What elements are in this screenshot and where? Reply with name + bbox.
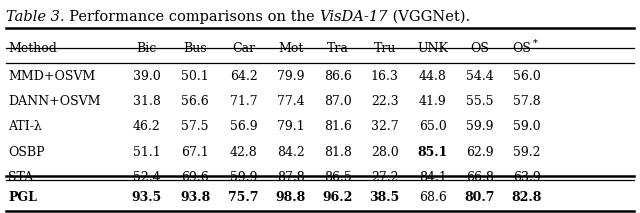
Text: 85.1: 85.1: [417, 145, 448, 159]
Text: 56.9: 56.9: [230, 120, 257, 134]
Text: OS: OS: [512, 42, 531, 56]
Text: 59.9: 59.9: [230, 171, 257, 184]
Text: 81.6: 81.6: [324, 120, 351, 134]
Text: 41.9: 41.9: [419, 95, 447, 108]
Text: Bus: Bus: [184, 42, 207, 56]
Text: Bic: Bic: [137, 42, 157, 56]
Text: 67.1: 67.1: [181, 145, 209, 159]
Text: 93.5: 93.5: [132, 190, 162, 204]
Text: 77.4: 77.4: [277, 95, 305, 108]
Text: 86.6: 86.6: [324, 70, 351, 83]
Text: 57.5: 57.5: [182, 120, 209, 134]
Text: 68.6: 68.6: [419, 190, 447, 204]
Text: Car: Car: [232, 42, 255, 56]
Text: 98.8: 98.8: [276, 190, 306, 204]
Text: 86.5: 86.5: [324, 171, 351, 184]
Text: 69.6: 69.6: [181, 171, 209, 184]
Text: Table 3: Table 3: [6, 10, 60, 24]
Text: 66.8: 66.8: [466, 171, 494, 184]
Text: 79.9: 79.9: [277, 70, 305, 83]
Text: 59.2: 59.2: [513, 145, 540, 159]
Text: VisDA-17: VisDA-17: [319, 10, 388, 24]
Text: Mot: Mot: [278, 42, 303, 56]
Text: 59.0: 59.0: [513, 120, 541, 134]
Text: UNK: UNK: [417, 42, 448, 56]
Text: 39.0: 39.0: [133, 70, 161, 83]
Text: 55.5: 55.5: [467, 95, 493, 108]
Text: 31.8: 31.8: [133, 95, 161, 108]
Text: 80.7: 80.7: [465, 190, 495, 204]
Text: 71.7: 71.7: [230, 95, 257, 108]
Text: 64.2: 64.2: [230, 70, 257, 83]
Text: OS: OS: [470, 42, 490, 56]
Text: 51.1: 51.1: [133, 145, 161, 159]
Text: 22.3: 22.3: [371, 95, 399, 108]
Text: 46.2: 46.2: [133, 120, 161, 134]
Text: 62.9: 62.9: [466, 145, 494, 159]
Text: Tra: Tra: [326, 42, 349, 56]
Text: DANN+OSVM: DANN+OSVM: [8, 95, 101, 108]
Text: Tru: Tru: [374, 42, 396, 56]
Text: 96.2: 96.2: [323, 190, 353, 204]
Text: 16.3: 16.3: [371, 70, 399, 83]
Text: *: *: [532, 39, 538, 48]
Text: 50.1: 50.1: [181, 70, 209, 83]
Text: 57.8: 57.8: [513, 95, 541, 108]
Text: 65.0: 65.0: [419, 120, 447, 134]
Text: 32.7: 32.7: [371, 120, 399, 134]
Text: 59.9: 59.9: [467, 120, 493, 134]
Text: 27.2: 27.2: [371, 171, 398, 184]
Text: 93.8: 93.8: [180, 190, 211, 204]
Text: 52.4: 52.4: [133, 171, 161, 184]
Text: . Performance comparisons on the: . Performance comparisons on the: [60, 10, 319, 24]
Text: PGL: PGL: [8, 190, 37, 204]
Text: OSBP: OSBP: [8, 145, 45, 159]
Text: 54.4: 54.4: [466, 70, 494, 83]
Text: 81.8: 81.8: [324, 145, 351, 159]
Text: 79.1: 79.1: [277, 120, 305, 134]
Text: 38.5: 38.5: [369, 190, 400, 204]
Text: 56.6: 56.6: [181, 95, 209, 108]
Text: 84.2: 84.2: [277, 145, 305, 159]
Text: 87.0: 87.0: [324, 95, 351, 108]
Text: 56.0: 56.0: [513, 70, 541, 83]
Text: 82.8: 82.8: [511, 190, 542, 204]
Text: (VGGNet).: (VGGNet).: [388, 10, 470, 24]
Text: ATI-λ: ATI-λ: [8, 120, 42, 134]
Text: 28.0: 28.0: [371, 145, 399, 159]
Text: 87.8: 87.8: [277, 171, 305, 184]
Text: STA: STA: [8, 171, 33, 184]
Text: 63.9: 63.9: [513, 171, 541, 184]
Text: MMD+OSVM: MMD+OSVM: [8, 70, 95, 83]
Text: 75.7: 75.7: [228, 190, 259, 204]
Text: Method: Method: [8, 42, 57, 56]
Text: 44.8: 44.8: [419, 70, 447, 83]
Text: 42.8: 42.8: [230, 145, 257, 159]
Text: 84.1: 84.1: [419, 171, 447, 184]
